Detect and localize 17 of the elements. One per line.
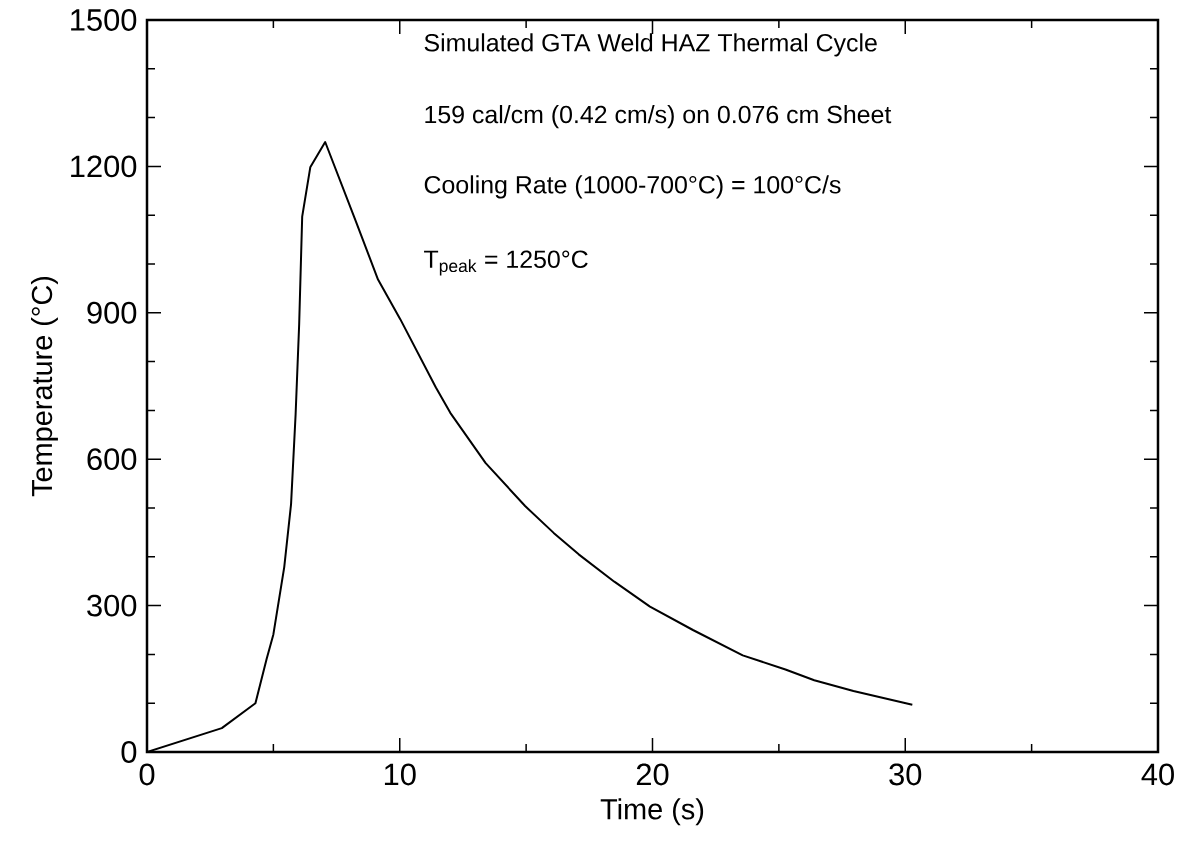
annotation: Cooling Rate (1000-700°C) = 100°C/s (424, 175, 841, 199)
x-axis-title: Time (s) (600, 798, 704, 826)
y-tick-label: 1200 (71, 155, 137, 178)
x-tick-label: 20 (636, 763, 669, 786)
y-tick-label: 1500 (71, 9, 137, 31)
y-tick-label: 300 (87, 594, 137, 617)
annotation: 159 cal/cm (0.42 cm/s) on 0.076 cm Sheet (425, 105, 892, 129)
x-tick-label: 0 (139, 763, 155, 786)
x-tick-label: 30 (889, 763, 922, 786)
y-tick-label: 900 (87, 301, 137, 324)
y-axis-title: Temperature (°C) (31, 276, 58, 497)
y-tick-label: 600 (87, 448, 137, 471)
x-tick-label: 40 (1141, 763, 1174, 786)
y-tick-label: 0 (121, 741, 137, 763)
x-tick-label: 10 (384, 763, 416, 786)
annotation: Simulated GTA Weld HAZ Thermal Cycle (424, 33, 877, 57)
annotation: T$_{peak}$ = 1250°C (424, 250, 588, 276)
